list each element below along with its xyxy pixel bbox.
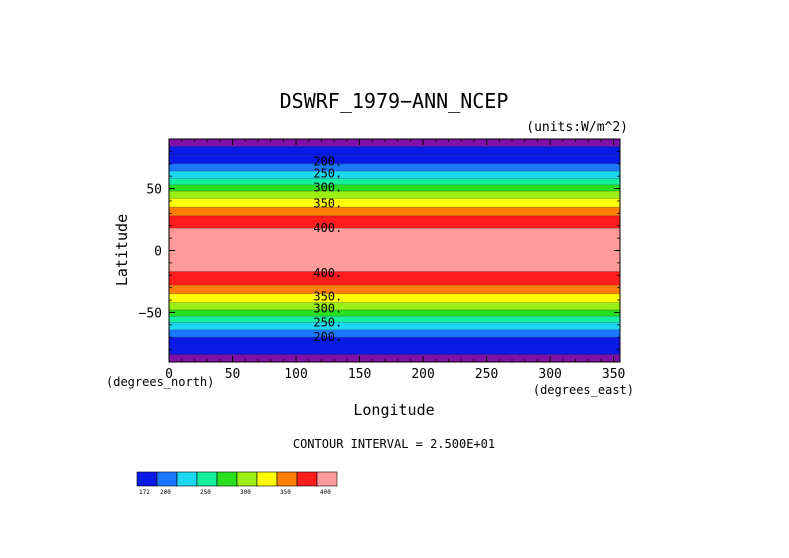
band-9 (169, 207, 620, 216)
band-11 (169, 228, 620, 272)
colorbar-swatch-1 (156, 471, 178, 487)
band-14 (169, 293, 620, 303)
contour-label-5: 400. (313, 266, 342, 280)
colorbar-label-2: 250 (200, 489, 211, 496)
y-tick-label-0: 50 (146, 183, 162, 198)
contour-label-3: 350. (313, 196, 342, 210)
colorbar-swatch-8 (296, 471, 318, 487)
band-18 (169, 322, 620, 330)
x-tick-label-7: 350 (602, 367, 625, 382)
contour-interval: CONTOUR INTERVAL = 2.500E+01 (293, 437, 495, 451)
colorbar-swatch-7 (276, 471, 298, 487)
contour-label-6: 350. (313, 289, 342, 303)
x-tick-label-2: 100 (284, 367, 307, 382)
y-tick-label-2: −50 (139, 306, 162, 321)
colorbar-swatch-9 (316, 471, 338, 487)
colorbar-swatch-3 (196, 471, 218, 487)
x-axis-title: Longitude (353, 401, 434, 419)
band-19 (169, 329, 620, 338)
plot-area (169, 139, 620, 362)
band-10 (169, 215, 620, 229)
band-12 (169, 271, 620, 286)
band-17 (169, 316, 620, 323)
band-6 (169, 184, 620, 192)
band-7 (169, 191, 620, 199)
band-4 (169, 171, 620, 179)
colorbar-label-3: 300 (240, 489, 251, 496)
y-tick-label-1: 0 (154, 245, 162, 260)
x-tick-label-4: 200 (411, 367, 434, 382)
colorbar-swatch-6 (256, 471, 278, 487)
band-21 (169, 354, 620, 362)
x-unit-label: (degrees_east) (533, 383, 634, 397)
contour-label-2: 300. (313, 180, 342, 194)
x-tick-label-0: 0 (165, 367, 173, 382)
y-unit-label: (degrees_north) (106, 375, 214, 389)
band-13 (169, 285, 620, 294)
colorbar-label-0: 172 (139, 489, 150, 496)
band-8 (169, 198, 620, 208)
colorbar-label-1: 200 (160, 489, 171, 496)
contour-label-1: 250. (313, 167, 342, 181)
contour-labels: 200.250.300.350.400.400.350.300.250.200. (313, 154, 342, 344)
y-axis: 50 0 −50 (139, 150, 620, 351)
units-label: (units:W/m^2) (526, 120, 628, 135)
contour-label-0: 200. (313, 154, 342, 168)
band-3 (169, 163, 620, 172)
band-16 (169, 309, 620, 317)
band-15 (169, 302, 620, 310)
band-2 (169, 155, 620, 164)
band-5 (169, 178, 620, 185)
contour-label-4: 400. (313, 221, 342, 235)
colorbar: 172 200 250 300 350 400 (136, 471, 338, 496)
band-0 (169, 139, 620, 147)
colorbar-swatch-0 (136, 471, 158, 487)
x-axis: 0 50 100 150 200 250 300 350 (165, 139, 625, 382)
colorbar-label-4: 350 (280, 489, 291, 496)
chart-title: DSWRF_1979−ANN_NCEP (280, 89, 509, 113)
x-tick-label-5: 250 (475, 367, 498, 382)
x-tick-label-3: 150 (348, 367, 371, 382)
x-tick-label-1: 50 (225, 367, 241, 382)
colorbar-swatch-5 (236, 471, 258, 487)
colorbar-swatch-2 (176, 471, 198, 487)
band-20 (169, 337, 620, 355)
contour-label-9: 200. (313, 330, 342, 344)
band-1 (169, 146, 620, 156)
x-tick-label-6: 300 (538, 367, 561, 382)
contour-label-8: 250. (313, 315, 342, 329)
y-axis-title: Latitude (113, 214, 131, 286)
colorbar-swatch-4 (216, 471, 238, 487)
colorbar-label-5: 400 (320, 489, 331, 496)
contour-label-7: 300. (313, 302, 342, 316)
